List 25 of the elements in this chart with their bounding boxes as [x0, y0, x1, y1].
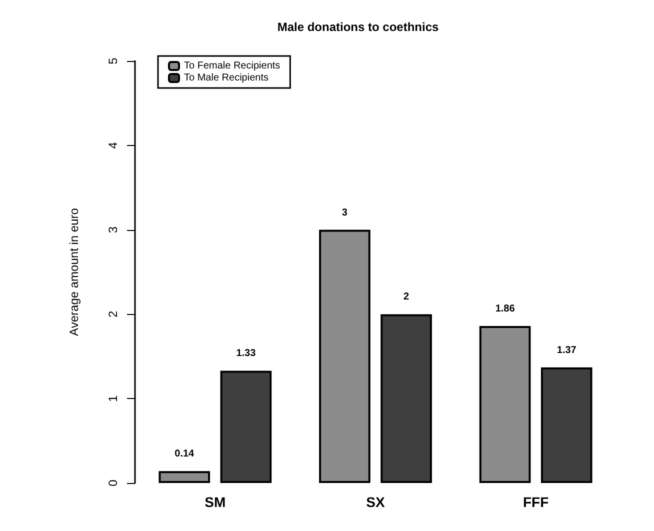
data-label: 1.33 — [236, 348, 256, 360]
data-label: 2 — [404, 292, 410, 303]
data-label: 0.14 — [174, 448, 195, 460]
y-tick-label: 0 — [106, 479, 120, 486]
data-label: 1.86 — [495, 304, 516, 315]
x-tick-label: SX — [366, 494, 386, 510]
bar — [220, 370, 272, 483]
chart-title: Male donations to coethnics — [277, 20, 439, 34]
y-tick-label: 2 — [106, 310, 120, 318]
bar — [380, 314, 432, 483]
bar — [540, 367, 592, 483]
x-tick-label: SM — [204, 494, 226, 510]
data-label: 1.37 — [556, 344, 577, 356]
y-axis-title: Average amount in euro — [67, 208, 81, 336]
x-tick-label: FFF — [523, 494, 550, 510]
legend-label: To Female Recipients — [184, 60, 280, 72]
y-tick-label: 4 — [106, 142, 120, 149]
bar — [479, 326, 531, 483]
y-tick-label: 3 — [106, 226, 120, 234]
bar — [158, 471, 210, 483]
data-label: 3 — [342, 207, 348, 218]
y-tick-label: 1 — [106, 394, 120, 402]
y-tick-label: 5 — [106, 57, 120, 64]
bar — [319, 230, 370, 483]
legend-label: To Male Recipients — [184, 72, 268, 84]
